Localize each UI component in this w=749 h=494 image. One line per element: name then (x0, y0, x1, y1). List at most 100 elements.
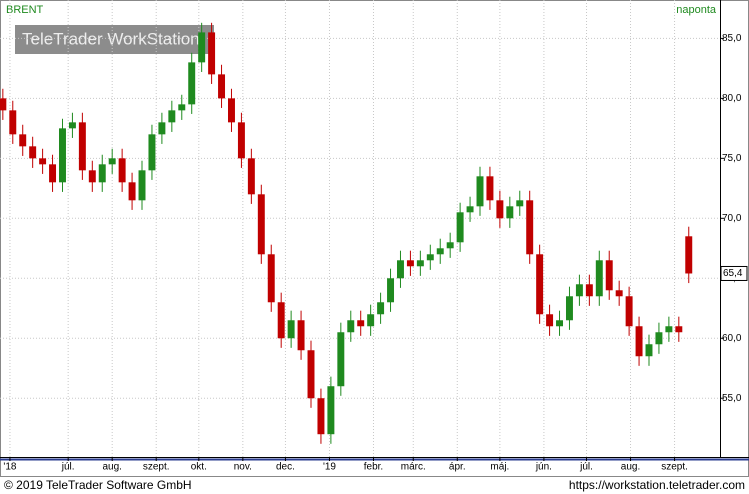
x-tick-label: '18 (3, 462, 16, 473)
candle-body (406, 260, 414, 267)
candle-body (188, 62, 196, 105)
y-tick-label: 80,0 (722, 93, 742, 104)
x-tick-label: márc. (401, 462, 426, 473)
candle-body (257, 194, 265, 255)
candle-body (297, 320, 305, 351)
candle-body (29, 146, 37, 159)
candle-body (605, 260, 613, 291)
candle-body (685, 236, 693, 274)
candle-body (327, 386, 335, 435)
candle-body (9, 110, 17, 135)
candle-body (287, 320, 295, 339)
y-tick-label: 55,0 (722, 393, 742, 404)
period-label: naponta (676, 4, 717, 16)
candle-body (377, 302, 385, 315)
footer-left: © 2019 TeleTrader Software GmbH (4, 478, 192, 492)
candle-body (546, 314, 554, 327)
candle-body (556, 320, 564, 327)
candle-body (565, 296, 573, 321)
frame (0, 0, 749, 477)
candle-body (277, 302, 285, 339)
candle-body (78, 122, 86, 171)
watermark-box (15, 25, 214, 54)
candle-body (68, 122, 76, 129)
x-tick-label: febr. (364, 462, 383, 473)
candle-body (307, 350, 315, 399)
candle-body (218, 74, 226, 99)
x-tick-label: ápr. (449, 462, 466, 473)
candle-body (526, 200, 534, 255)
x-tick-label: aug. (102, 462, 121, 473)
candle-body (615, 290, 623, 297)
candle-body (118, 158, 126, 183)
x-tick-label: szept. (143, 462, 170, 473)
candle-body (466, 206, 474, 213)
candle-body (237, 122, 245, 159)
candle-body (108, 158, 116, 165)
candle-body (337, 332, 345, 387)
candle-body (148, 134, 156, 171)
candle-body (575, 284, 583, 297)
candle-body (625, 296, 633, 327)
watermark: TeleTrader WorkStation (22, 29, 200, 48)
candle-body (665, 326, 673, 333)
candle-body (178, 104, 186, 111)
x-tick-label: jún. (535, 462, 552, 473)
candle-body (198, 32, 206, 63)
x-tick-label: okt. (191, 462, 207, 473)
candle-body (387, 278, 395, 303)
y-tick-label: 85,0 (722, 33, 742, 44)
candle-body (456, 212, 464, 243)
candle-body (645, 344, 653, 357)
candle-body (675, 326, 683, 333)
candle-body (426, 254, 434, 261)
candle-body (595, 260, 603, 297)
x-tick-label: máj. (490, 462, 509, 473)
candle-body (635, 326, 643, 357)
candle-body (228, 98, 235, 123)
candle-body (267, 254, 275, 303)
y-tick-label: 75,0 (722, 153, 742, 164)
candle-body (208, 32, 216, 75)
candle-body (516, 200, 524, 207)
footer-right: https://workstation.teletrader.com (569, 478, 745, 492)
candle-body (347, 320, 355, 333)
candle-body (49, 164, 57, 183)
candle-body (158, 122, 166, 135)
candle-body (436, 248, 444, 255)
candle-body (317, 398, 325, 435)
candle-body (88, 170, 96, 183)
candle-body (247, 158, 255, 195)
candle-body (655, 332, 663, 345)
instrument-name: BRENT (6, 4, 44, 16)
x-tick-label: júl. (61, 462, 75, 473)
candle-body (446, 242, 454, 249)
candle-body (416, 260, 424, 267)
candle-body (98, 164, 106, 183)
candle-body (585, 284, 593, 297)
candle-body (168, 110, 176, 123)
candle-body (0, 98, 7, 111)
x-tick-label: szept. (661, 462, 688, 473)
candle-body (357, 320, 365, 327)
candle-body (39, 158, 47, 165)
candle-body (536, 254, 544, 315)
candle-body (506, 206, 514, 219)
x-tick-label: júl. (579, 462, 593, 473)
x-tick-label: nov. (234, 462, 252, 473)
x-tick-label: aug. (621, 462, 640, 473)
candle-body (138, 170, 146, 201)
x-tick-label: dec. (276, 462, 295, 473)
candle-body (496, 200, 504, 219)
candle-body (59, 128, 66, 183)
candle-body (128, 182, 136, 201)
y-tick-label: 70,0 (722, 213, 742, 224)
x-tick-label: '19 (323, 462, 336, 473)
candle-body (367, 314, 375, 327)
candle-body (19, 134, 27, 147)
candle-body (396, 260, 404, 279)
last-price-label: 65,4 (723, 268, 743, 279)
candle-body (486, 176, 494, 201)
candle-body (476, 176, 484, 207)
